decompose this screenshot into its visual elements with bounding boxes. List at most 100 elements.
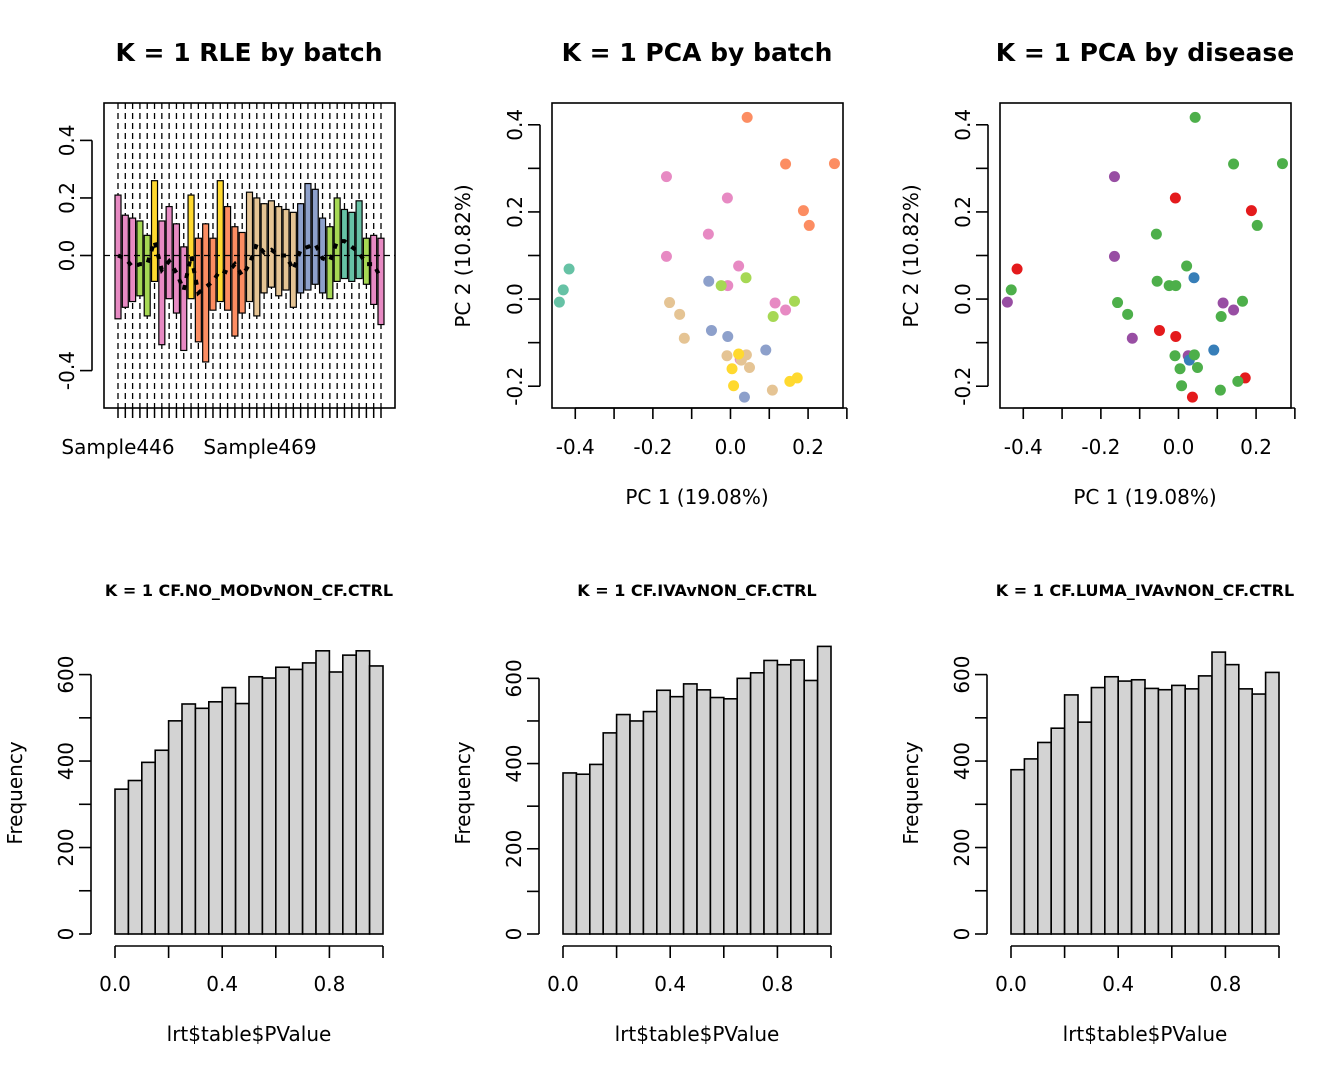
pca-batch-panel: -0.4 -0.2 0.0 0.2 -0.2 0.0 0.2 0.4 PC 1 (19.08%…	[451, 102, 848, 509]
rle-x-label-sample446: Sample446	[61, 435, 174, 459]
hist-3-x-label: lrt$table$PValue	[1063, 1022, 1228, 1046]
pca-batch-title: K = 1 PCA by batch	[562, 38, 833, 67]
hist-1-x-label: lrt$table$PValue	[167, 1022, 332, 1046]
hist-1-x-tick-label: 0.0	[99, 972, 131, 996]
hist-2-bar	[615, 713, 631, 935]
pca-disease-point	[1126, 332, 1138, 344]
pca-batch-point	[557, 284, 569, 296]
hist-3-bar	[1104, 675, 1120, 935]
rle-box	[304, 182, 312, 291]
hist-2-axes: 0.0 0.4 0.8 0 200 400 600	[502, 659, 832, 996]
pca-disease-point	[1189, 111, 1201, 123]
hist-2-bar	[803, 679, 819, 935]
rle-box	[253, 197, 261, 317]
rle-box	[172, 223, 181, 314]
hist-1-bars	[114, 650, 384, 935]
hist-1-bar	[248, 675, 264, 935]
hist-3-bar	[1090, 686, 1106, 935]
pca-disease-point	[1108, 250, 1120, 262]
hist-1-bar	[141, 761, 157, 935]
pca-disease-x-label: PC 1 (19.08%)	[1073, 485, 1216, 509]
hist-3-y-tick-label: 600	[950, 655, 974, 693]
pca-disease-point	[1153, 324, 1165, 336]
pca-batch-point	[660, 171, 672, 183]
pca-batch-x-tick-label: -0.4	[556, 435, 595, 459]
rle-box	[121, 214, 129, 308]
pca-batch-x-tick-label: -0.2	[633, 435, 672, 459]
hist-2-bar	[722, 697, 738, 935]
pca-batch-y-tick-label: 0.2	[503, 196, 527, 228]
pca-disease-point	[1251, 219, 1263, 231]
pca-batch-x-label: PC 1 (19.08%)	[625, 485, 768, 509]
hist-3-bar	[1130, 678, 1146, 935]
pca-batch-point	[740, 272, 752, 284]
hist-3-bar	[1023, 758, 1039, 935]
hist-2-bar	[816, 645, 832, 935]
rle-box	[260, 203, 268, 294]
hist-1-bar	[208, 701, 224, 935]
rle-median-trace	[117, 233, 383, 297]
pca-batch-point	[721, 192, 733, 204]
pca-disease-point	[1005, 284, 1017, 296]
pca-disease-point	[1208, 344, 1220, 356]
pca-batch-point	[721, 350, 733, 362]
pca-batch-point	[728, 380, 740, 392]
pca-disease-point	[1170, 331, 1182, 343]
pca-batch-point	[797, 205, 809, 217]
hist-2-bar	[776, 663, 792, 935]
hist-2-x-tick-label: 0.8	[761, 972, 793, 996]
hist-2-bars	[562, 645, 832, 935]
hist-3-bar	[1063, 694, 1079, 935]
hist-1-axes: 0.0 0.4 0.8 0 200 400 600	[54, 655, 384, 996]
hist-3-bar	[1184, 688, 1200, 935]
pca-batch-point	[743, 361, 755, 373]
rle-box	[326, 226, 334, 300]
pca-disease-point	[1217, 297, 1229, 309]
pca-batch-point	[678, 332, 690, 344]
pca-disease-points	[1001, 111, 1288, 403]
hist-1-bar	[288, 668, 304, 935]
pca-batch-point	[767, 311, 779, 322]
rle-box	[187, 194, 195, 300]
pca-disease-point	[1108, 171, 1120, 183]
hist-3-y-tick-label: 400	[950, 742, 974, 780]
pca-disease-x-tick-label: 0.0	[1163, 435, 1195, 459]
rle-y-tick-label: 0.0	[55, 240, 79, 272]
hist-1-bar	[261, 677, 277, 935]
pca-disease-point	[1276, 158, 1288, 170]
pca-disease-point	[1169, 192, 1181, 204]
pca-disease-x-tick-label: -0.2	[1081, 435, 1120, 459]
rle-box	[297, 203, 305, 294]
pca-batch-point	[553, 296, 565, 308]
hist-2-bar	[789, 659, 805, 935]
pca-batch-points	[553, 111, 840, 403]
rle-x-ticks	[117, 408, 382, 418]
hist-2-bar	[588, 763, 604, 935]
hist-1-bar	[274, 666, 290, 935]
hist-3-title: K = 1 CF.LUMA_IVAvNON_CF.CTRL	[996, 581, 1294, 600]
pca-disease-point	[1228, 304, 1240, 316]
pca-disease-point	[1188, 349, 1200, 361]
rle-box	[282, 208, 290, 291]
hist-2-x-tick-label: 0.4	[654, 972, 686, 996]
hist-3-x-tick-label: 0.0	[995, 972, 1027, 996]
hist-3-bar	[1224, 663, 1240, 935]
pca-batch-point	[733, 348, 745, 360]
hist-1-bar	[341, 654, 357, 935]
hist-2-x-tick-label: 0.0	[547, 972, 579, 996]
pca-batch-point	[741, 111, 753, 123]
hist-2-bar	[642, 710, 658, 935]
hist-3-y-tick-label: 200	[950, 828, 974, 866]
pca-disease-point	[1181, 260, 1193, 272]
hist-3-bar	[1144, 687, 1160, 935]
pca-disease-y-tick-label: 0.2	[951, 196, 975, 228]
pca-batch-point	[722, 331, 734, 343]
pca-batch-point	[738, 391, 750, 403]
pca-batch-point	[660, 250, 672, 262]
pca-disease-x-tick-label: 0.2	[1240, 435, 1272, 459]
rle-box	[289, 211, 297, 308]
pca-batch-y-label: PC 2 (10.82%)	[451, 184, 475, 327]
rle-box	[223, 205, 232, 311]
hist-1-y-label: Frequency	[3, 741, 27, 844]
rle-box	[275, 205, 283, 297]
